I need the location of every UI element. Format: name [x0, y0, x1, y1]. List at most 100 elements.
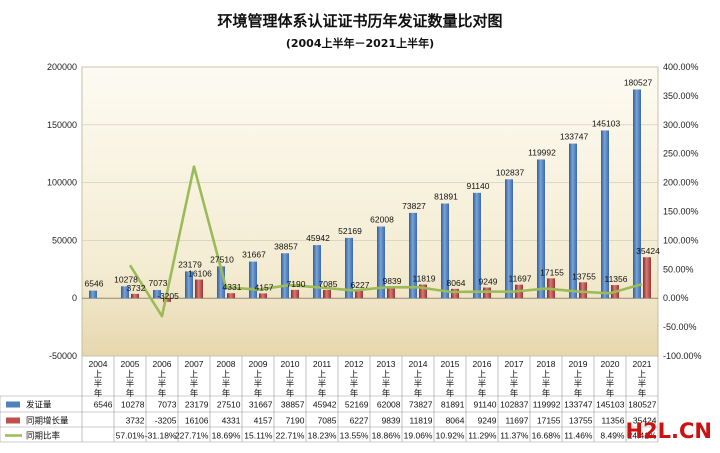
bar-issued: [217, 266, 225, 299]
x-tick-period: 上: [510, 369, 519, 379]
x-tick-period: 半: [414, 379, 423, 389]
table-cell: 8.49%: [600, 431, 625, 441]
table-cell: 8064: [446, 416, 465, 426]
table-cell: 57.01%: [116, 431, 145, 441]
table-cell: 81891: [441, 400, 465, 410]
data-label-issued: 81891: [434, 192, 458, 202]
x-tick-period: 年: [574, 388, 583, 398]
x-tick-period: 上: [94, 369, 103, 379]
x-tick-period: 半: [286, 379, 295, 389]
x-tick-period: 年: [638, 388, 647, 398]
table-cell: 24.41%: [628, 431, 657, 441]
table-cell: 10278: [121, 400, 145, 410]
x-tick-period: 年: [126, 388, 135, 398]
y-right-tick-label: 150.00%: [663, 207, 699, 217]
bar-issued: [313, 245, 321, 299]
y-axis-left: -50000 0 50000 100000 150000 200000: [47, 62, 77, 361]
data-label-growth: 8064: [447, 278, 466, 288]
x-tick-period: 年: [606, 388, 615, 398]
table-cell: 19.06%: [404, 431, 433, 441]
data-label-growth: 13755: [572, 271, 596, 281]
y-right-tick-label: 350.00%: [663, 91, 699, 101]
y-right-tick-label: 250.00%: [663, 149, 699, 159]
y-axis-right: -100.00% -50.00% 0.00% 50.00% 100.00% 150.00%…: [663, 62, 702, 361]
y-left-tick-label: 0: [72, 293, 77, 303]
x-tick-label: 2017: [505, 359, 524, 369]
x-tick-period: 半: [158, 379, 167, 389]
data-label-growth: -3205: [157, 291, 179, 301]
bar-growth: [291, 289, 299, 299]
x-tick-label: 2015: [441, 359, 460, 369]
data-label-issued: 102837: [496, 167, 525, 177]
x-tick-label: 2007: [185, 359, 204, 369]
data-label-growth: 4331: [223, 282, 242, 292]
x-tick-period: 年: [510, 388, 519, 398]
y-right-tick-label: 200.00%: [663, 178, 699, 188]
data-label-issued: 38857: [274, 241, 298, 251]
table-cell: 23179: [185, 400, 209, 410]
x-tick-period: 年: [222, 388, 231, 398]
x-tick-period: 半: [126, 379, 135, 389]
x-tick-period: 年: [478, 388, 487, 398]
x-tick-period: 半: [350, 379, 359, 389]
data-label-growth: 11356: [604, 274, 627, 284]
plot-area: [81, 66, 659, 357]
x-tick-label: 2004: [89, 359, 108, 369]
y-left-tick-label: 50000: [52, 235, 77, 245]
x-tick-period: 上: [318, 369, 327, 379]
data-label-growth: 17155: [540, 267, 564, 277]
x-tick-period: 上: [542, 369, 551, 379]
x-tick-label: 2014: [409, 359, 428, 369]
x-tick-period: 上: [382, 369, 391, 379]
data-table: 2004上半年2005上半年2006上半年2007上半年2008上半年2009上…: [0, 356, 659, 443]
x-tick-period: 年: [254, 388, 263, 398]
x-tick-period: 半: [606, 379, 615, 389]
x-tick-period: 上: [478, 369, 487, 379]
x-tick-period: 上: [190, 369, 199, 379]
data-label-growth: 7085: [319, 279, 338, 289]
table-cell: 10.92%: [436, 431, 465, 441]
x-tick-period: 上: [286, 369, 295, 379]
x-tick-period: 上: [606, 369, 615, 379]
table-cell: 9249: [478, 416, 497, 426]
x-tick-period: 年: [414, 388, 423, 398]
table-cell: 180527: [628, 400, 657, 410]
data-label-growth: 3732: [127, 283, 146, 293]
table-cell: 102837: [500, 400, 529, 410]
bar-issued: [473, 192, 481, 299]
table-cell: 119992: [533, 400, 561, 410]
x-tick-period: 年: [94, 388, 103, 398]
x-tick-period: 半: [94, 379, 103, 389]
table-cell: 11.29%: [468, 431, 497, 441]
table-cell: 4331: [222, 416, 241, 426]
data-label-issued: 10278: [114, 274, 138, 284]
x-tick-period: 年: [382, 388, 391, 398]
data-label-issued: 180527: [624, 78, 653, 88]
x-tick-period: 半: [510, 379, 519, 389]
x-tick-label: 2020: [601, 359, 620, 369]
table-cell: 27510: [217, 400, 241, 410]
x-tick-period: 半: [254, 379, 263, 389]
bar-issued: [153, 290, 161, 299]
data-label-growth: 11697: [508, 274, 531, 284]
bar-growth: [387, 286, 395, 299]
y-right-tick-label: -50.00%: [663, 322, 697, 332]
bar-issued: [345, 237, 353, 299]
bar-growth: [323, 290, 331, 299]
x-tick-period: 年: [190, 388, 199, 398]
table-cell: 11697: [505, 416, 528, 426]
y-right-tick-label: 400.00%: [663, 62, 699, 72]
x-tick-label: 2013: [377, 359, 396, 369]
watermark: H2L.CN: [625, 419, 712, 443]
data-label-issued: 91140: [466, 181, 489, 191]
bar-growth: [131, 293, 139, 299]
x-tick-period: 上: [574, 369, 583, 379]
data-label-growth: 7190: [287, 279, 306, 289]
x-tick-period: 年: [318, 388, 327, 398]
bar-issued: [185, 271, 193, 299]
table-cell: 133747: [564, 400, 593, 410]
bar-issued: [249, 261, 257, 299]
table-cell: 227.71%: [175, 431, 209, 441]
x-tick-period: 上: [350, 369, 359, 379]
y-left-tick-label: 150000: [47, 120, 77, 130]
